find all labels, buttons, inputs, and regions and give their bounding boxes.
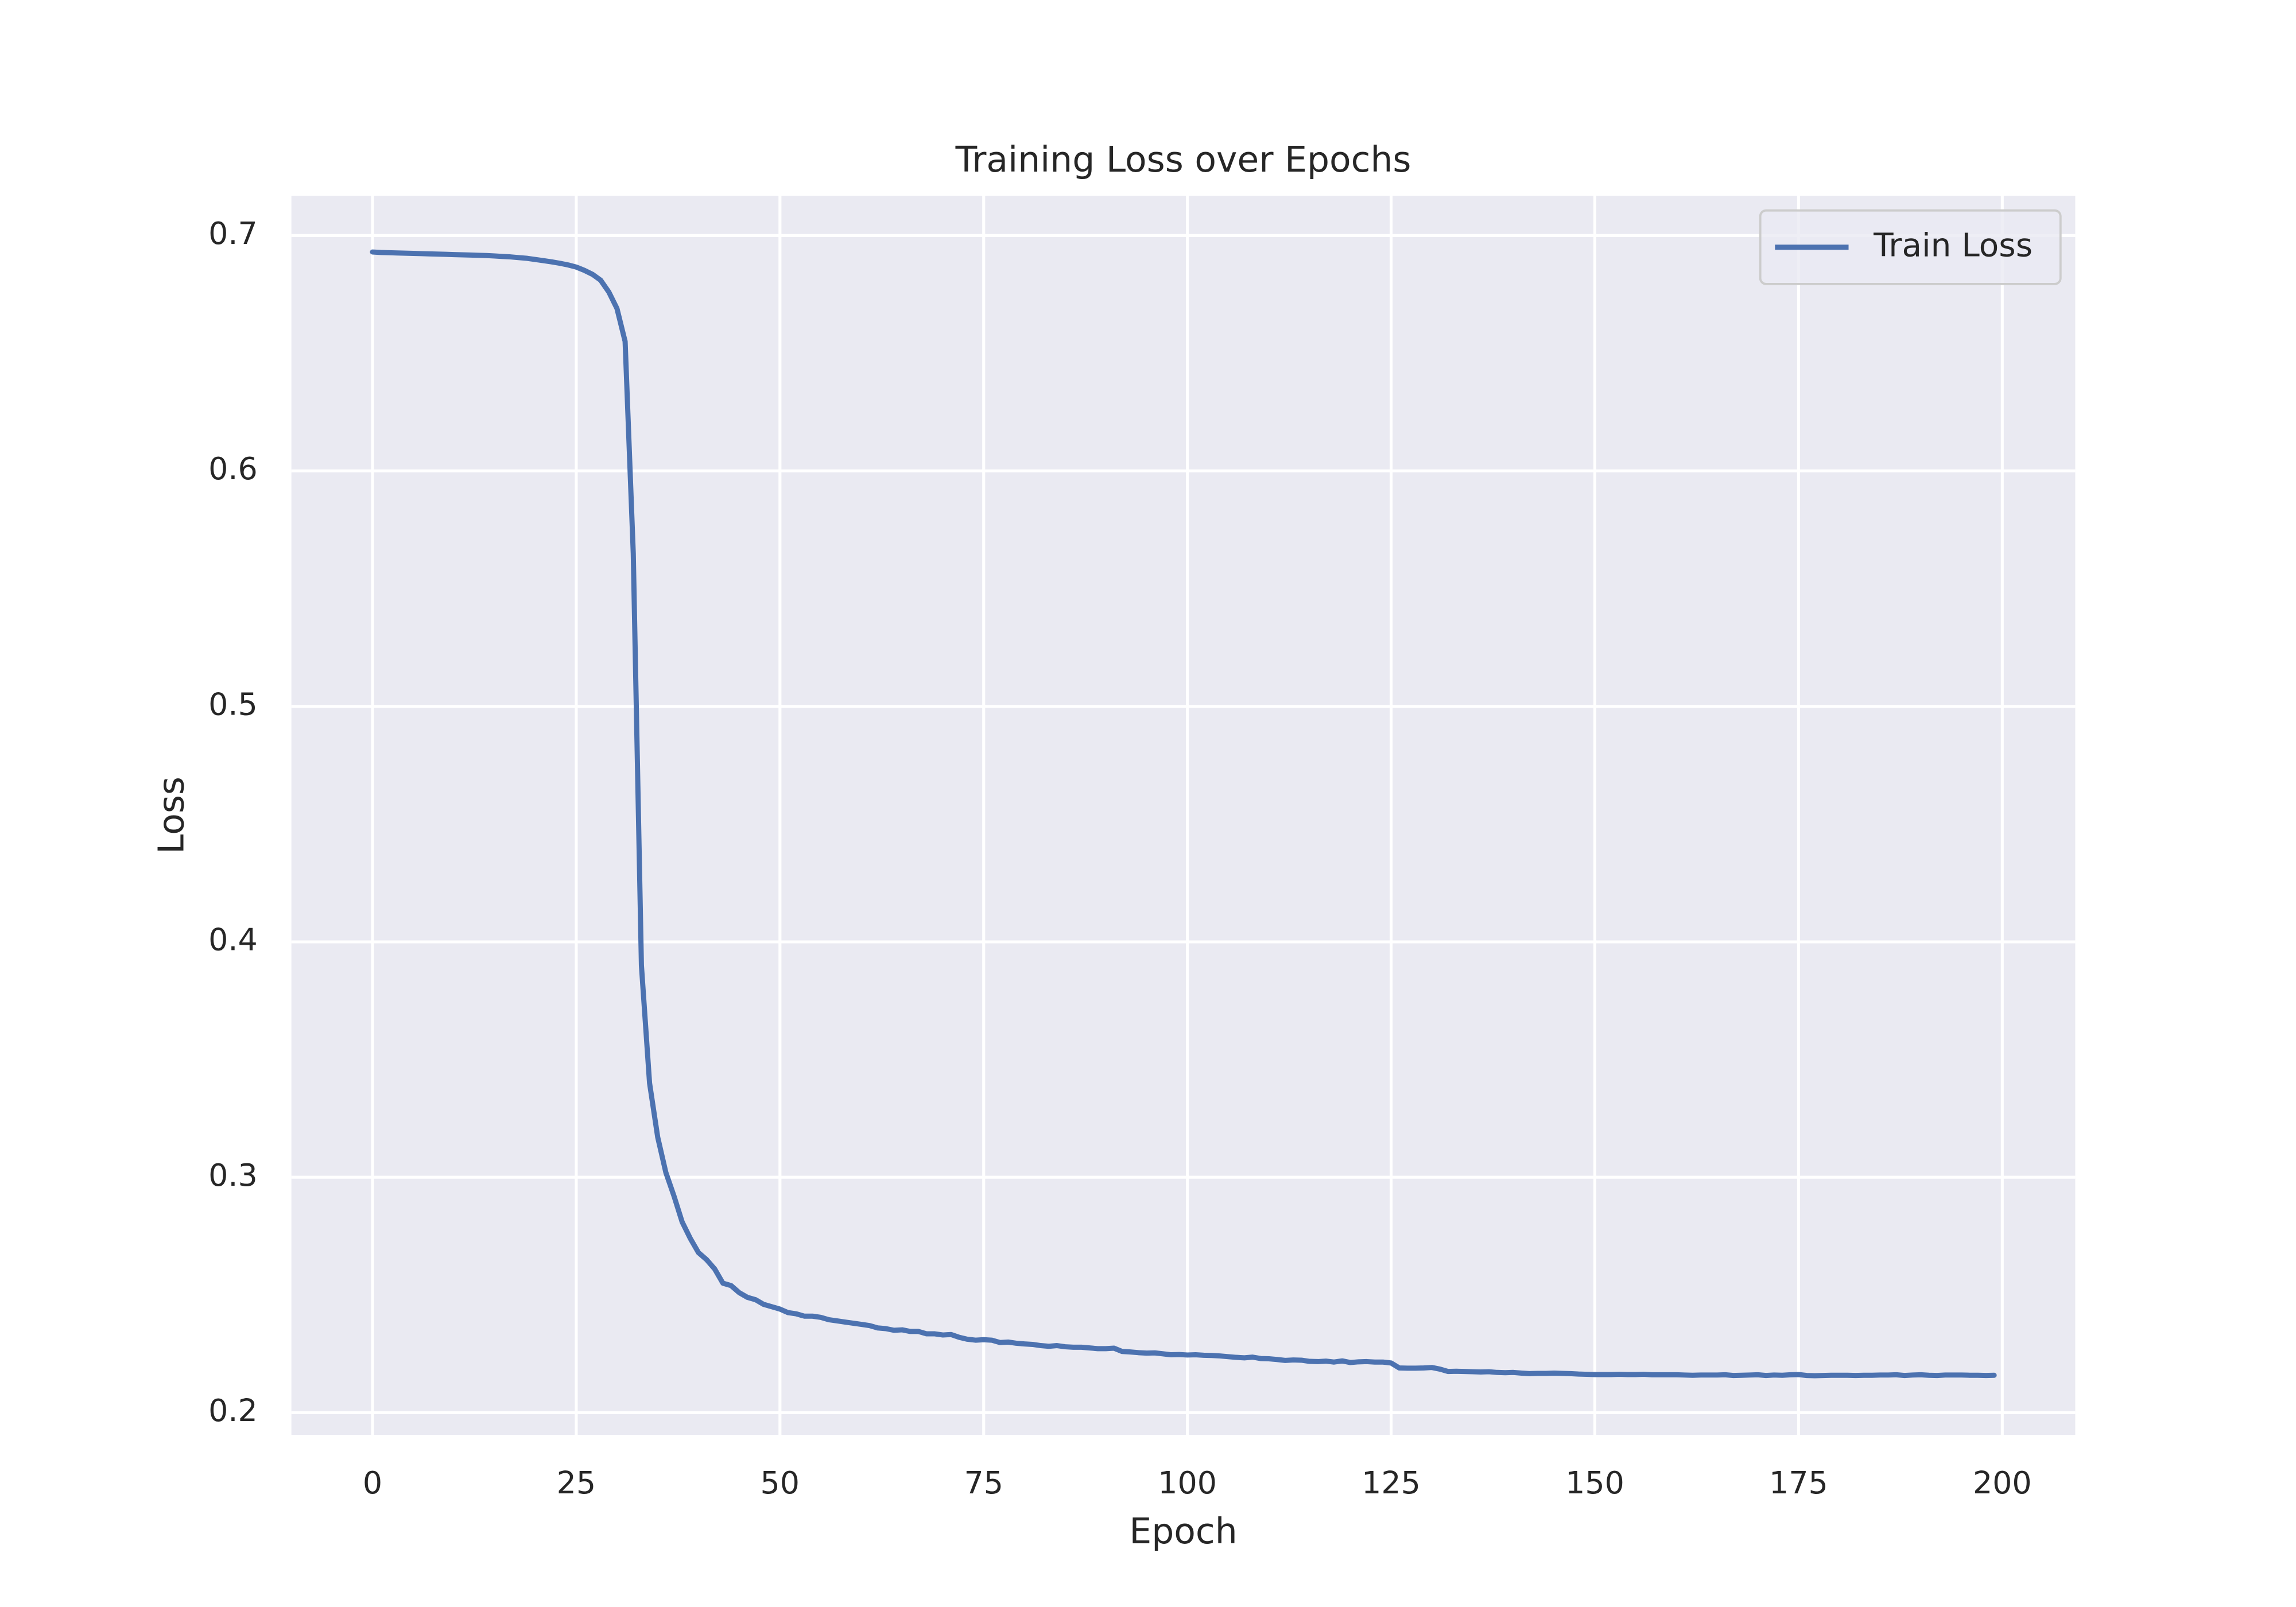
y-tick-label: 0.3 — [208, 1157, 258, 1193]
x-axis-label: Epoch — [1129, 1511, 1237, 1552]
x-tick-label: 175 — [1769, 1465, 1828, 1501]
x-tick-label: 0 — [363, 1465, 382, 1501]
y-tick-label: 0.5 — [208, 686, 258, 722]
plot-area — [291, 196, 2076, 1435]
legend-box — [1759, 209, 2062, 285]
x-tick-label: 25 — [557, 1465, 596, 1501]
y-tick-label: 0.6 — [208, 451, 258, 487]
y-axis-label: Loss — [151, 777, 192, 854]
legend-label: Train Loss — [1873, 227, 2033, 264]
y-tick-label: 0.4 — [208, 922, 258, 958]
x-tick-label: 75 — [964, 1465, 1003, 1501]
marks — [370, 249, 1997, 1379]
x-tick-label: 200 — [1973, 1465, 2032, 1501]
x-tick-label: 125 — [1362, 1465, 1421, 1501]
y-tick-label: 0.2 — [208, 1392, 258, 1429]
legend: Train Loss — [1759, 209, 2062, 285]
x-tick-label: 150 — [1565, 1465, 1624, 1501]
series-line — [370, 249, 1997, 1379]
grid — [291, 196, 2076, 1435]
y-tick-label: 0.7 — [208, 215, 258, 251]
x-tick-label: 100 — [1158, 1465, 1217, 1501]
x-tick-label: 50 — [761, 1465, 800, 1501]
chart-title: Training Loss over Epochs — [955, 139, 1411, 180]
